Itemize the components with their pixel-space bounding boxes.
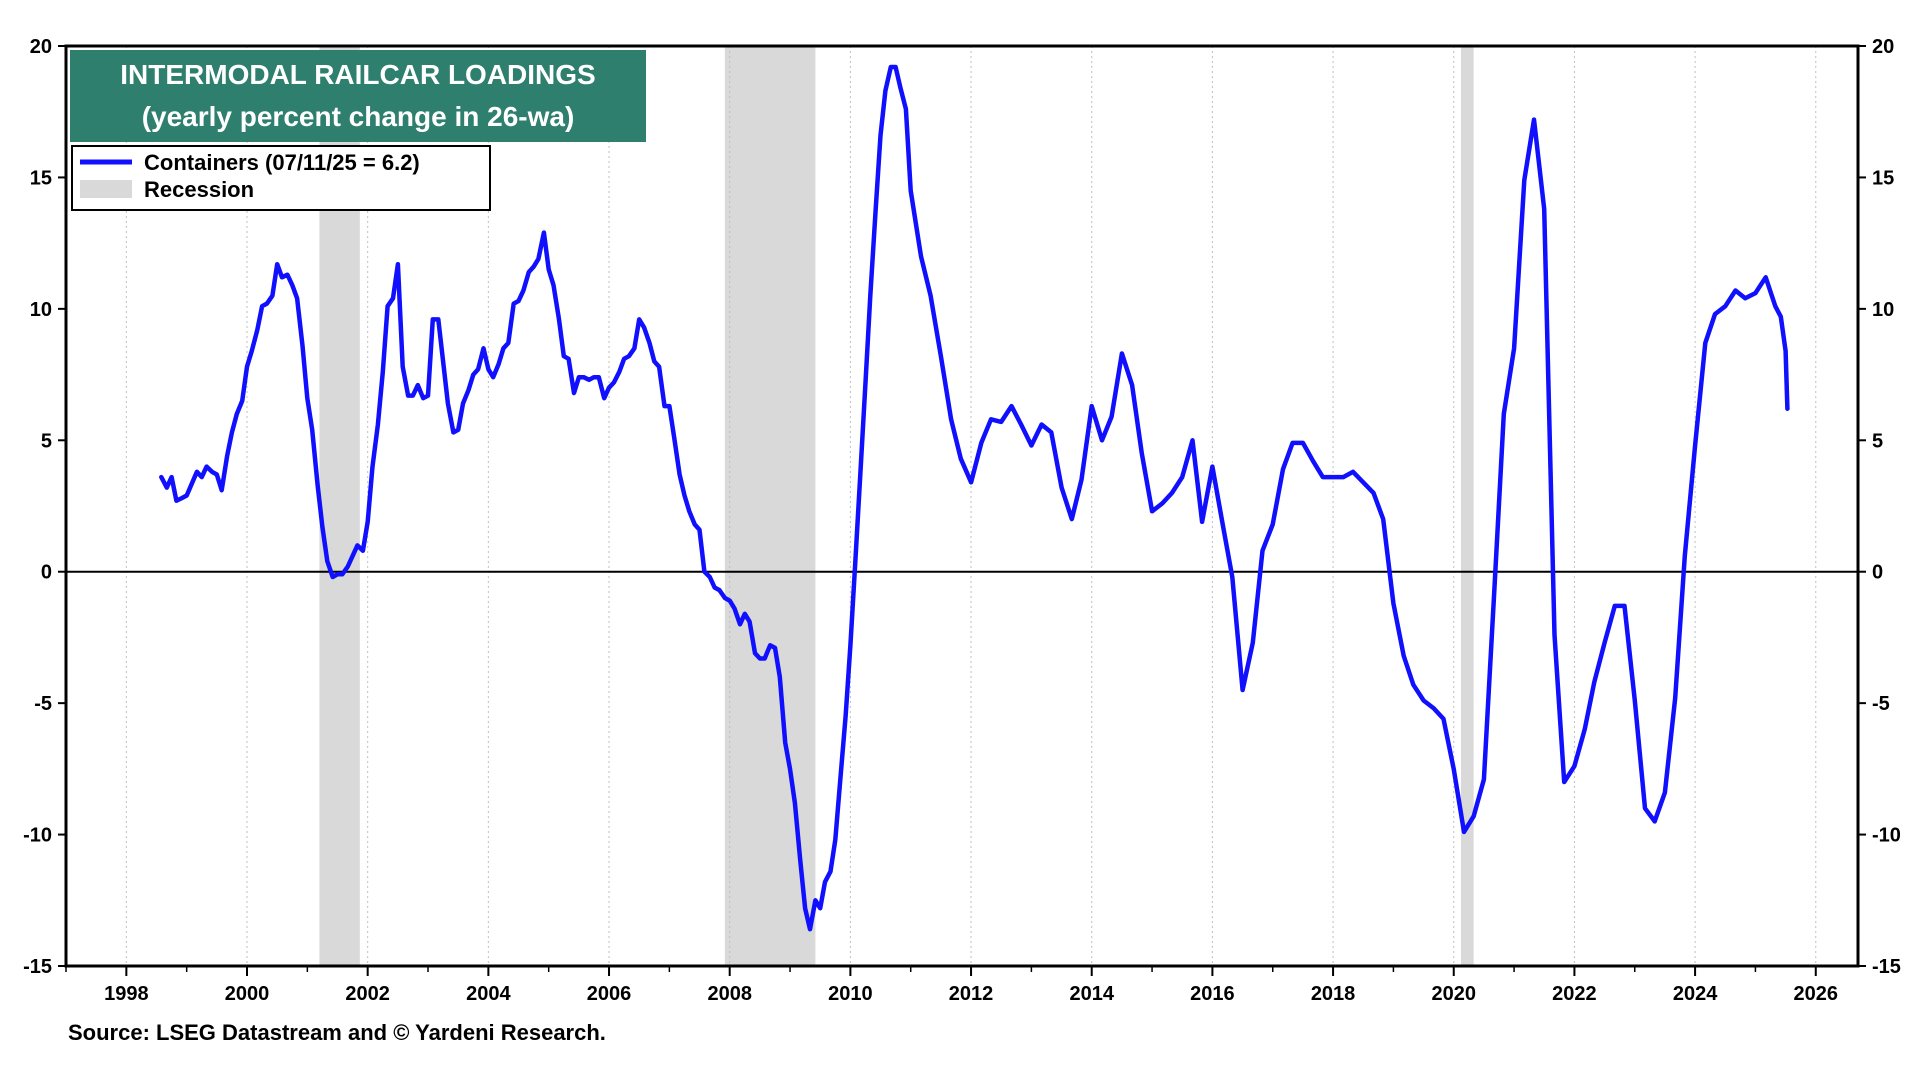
recession-band-3 <box>1460 46 1474 966</box>
x-tick-label-2016: 2016 <box>1190 983 1235 1005</box>
series-line-containers <box>159 64 1790 932</box>
x-tick-label-2012: 2012 <box>949 983 994 1005</box>
x-tick-label-2000: 2000 <box>225 983 270 1005</box>
y-tick-label-right--10: -10 <box>1872 825 1901 847</box>
recession-bands <box>319 46 1474 966</box>
y-tick-label-left--5: -5 <box>34 693 52 715</box>
y-tick-label-right-15: 15 <box>1872 167 1894 189</box>
legend: Containers (07/11/25 = 6.2) Recession <box>71 145 491 211</box>
legend-label-recession: Recession <box>144 177 254 202</box>
y-tick-label-left-15: 15 <box>30 167 52 189</box>
x-tick-label-2008: 2008 <box>707 983 752 1005</box>
series-layer <box>159 64 1790 932</box>
source-note: Source: LSEG Datastream and © Yardeni Re… <box>68 1020 606 1045</box>
axis-ticks: 1998 2000 2002 2004 2006 2008 2010 2012 2014 2016… <box>23 36 1901 1005</box>
x-tick-label-2018: 2018 <box>1311 983 1356 1005</box>
recession-band-2 <box>724 46 816 966</box>
chart-subtitle: (yearly percent change in 26-wa) <box>142 101 575 132</box>
x-tick-label-2022: 2022 <box>1552 983 1597 1005</box>
x-tick-label-2002: 2002 <box>345 983 390 1005</box>
x-tick-label-2006: 2006 <box>587 983 632 1005</box>
y-tick-label-right-10: 10 <box>1872 299 1894 321</box>
grid-lines <box>125 46 1817 966</box>
x-tick-label-2020: 2020 <box>1431 983 1476 1005</box>
x-tick-label-1998: 1998 <box>104 983 149 1005</box>
title-box: INTERMODAL RAILCAR LOADINGS (yearly perc… <box>70 50 646 142</box>
y-tick-label-left-5: 5 <box>41 430 52 452</box>
y-tick-label-right-20: 20 <box>1872 36 1894 58</box>
x-tick-label-2010: 2010 <box>828 983 873 1005</box>
x-tick-label-2004: 2004 <box>466 983 511 1005</box>
y-tick-label-right-5: 5 <box>1872 430 1883 452</box>
y-tick-label-left-20: 20 <box>30 36 52 58</box>
y-tick-label-right--15: -15 <box>1872 956 1901 978</box>
y-tick-label-left--10: -10 <box>23 825 52 847</box>
legend-area-swatch <box>80 180 132 198</box>
plot-frame <box>64 44 1860 968</box>
y-tick-label-right-0: 0 <box>1872 562 1883 584</box>
x-tick-label-2014: 2014 <box>1069 983 1114 1005</box>
y-tick-label-right--5: -5 <box>1872 693 1890 715</box>
x-tick-label-2026: 2026 <box>1794 983 1839 1005</box>
chart-title: INTERMODAL RAILCAR LOADINGS <box>120 59 595 90</box>
y-tick-label-left-0: 0 <box>41 562 52 584</box>
legend-label-containers: Containers (07/11/25 = 6.2) <box>144 150 420 175</box>
legend-box <box>71 145 491 211</box>
y-tick-label-left-10: 10 <box>30 299 52 321</box>
x-tick-label-2024: 2024 <box>1673 983 1718 1005</box>
y-tick-label-left--15: -15 <box>23 956 52 978</box>
